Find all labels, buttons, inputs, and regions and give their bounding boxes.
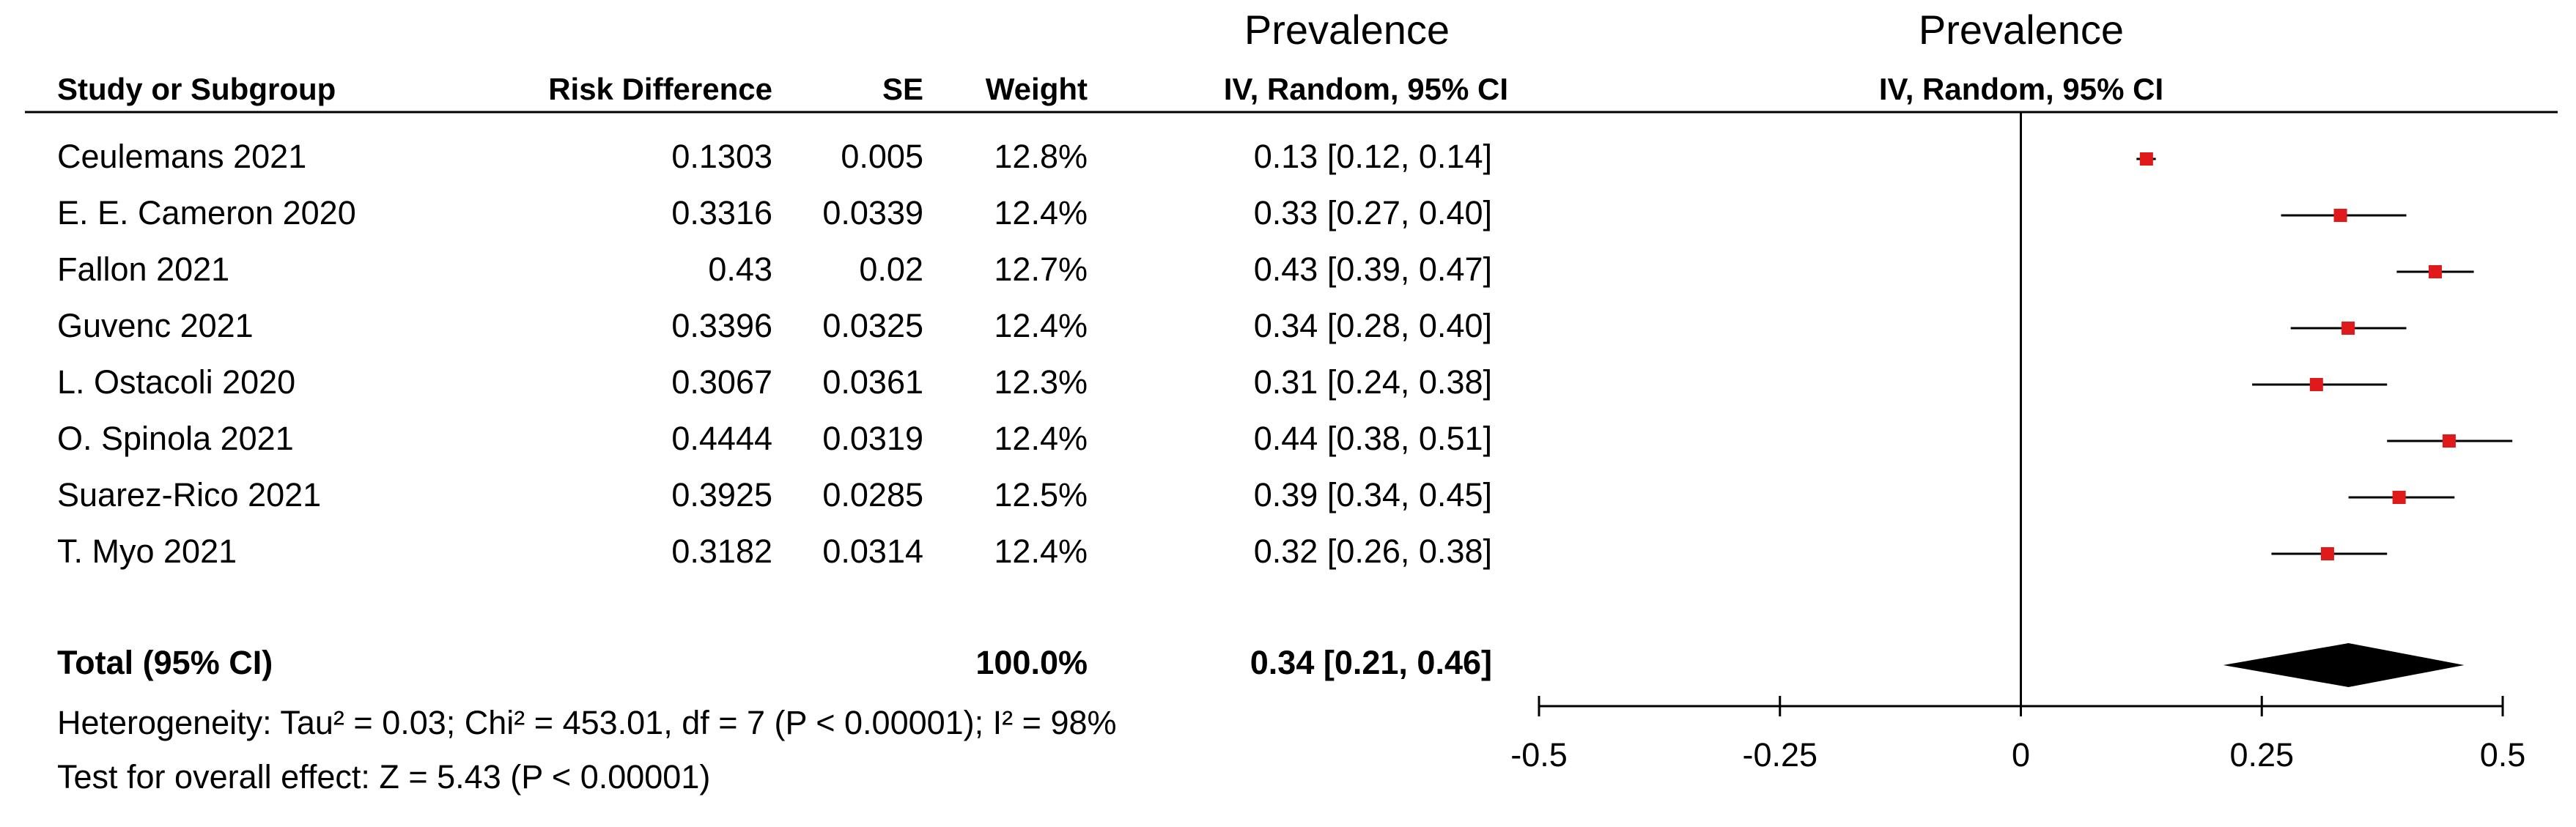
weight: 12.4% (994, 420, 1088, 457)
estimate-marker (2320, 547, 2334, 560)
weight: 12.8% (994, 138, 1088, 175)
se: 0.005 (841, 138, 923, 175)
study-name: Suarez-Rico 2021 (57, 476, 321, 513)
estimate-marker (2442, 434, 2456, 448)
total-ci-label: 0.34 [0.21, 0.46] (1250, 644, 1492, 681)
ci-label: 0.13 [0.12, 0.14] (1254, 138, 1492, 175)
total-weight: 100.0% (975, 644, 1088, 681)
se: 0.0319 (822, 420, 923, 457)
estimate-marker (2309, 378, 2323, 391)
study-name: Guvenc 2021 (57, 307, 254, 344)
se: 0.0314 (822, 533, 923, 570)
weight: 12.4% (994, 533, 1088, 570)
weight: 12.3% (994, 363, 1088, 401)
risk-difference: 0.4444 (671, 420, 772, 457)
plot-subtitle: IV, Random, 95% CI (1879, 72, 2163, 106)
column-header: Risk Difference (548, 72, 772, 106)
risk-difference: 0.3182 (671, 533, 772, 570)
estimate-marker (2139, 152, 2153, 166)
study-name: T. Myo 2021 (57, 533, 237, 570)
heterogeneity: Heterogeneity: Tau² = 0.03; Chi² = 453.0… (57, 704, 1117, 741)
overall-effect: Test for overall effect: Z = 5.43 (P < 0… (57, 758, 710, 796)
risk-difference: 0.43 (708, 251, 772, 288)
estimate-marker (2392, 491, 2406, 504)
study-name: O. Spinola 2021 (57, 420, 294, 457)
study-name: Ceulemans 2021 (57, 138, 306, 175)
study-name: Fallon 2021 (57, 251, 229, 288)
total-diamond (2223, 643, 2465, 687)
plot-title: Prevalence (1919, 7, 2124, 53)
x-tick-label: -0.5 (1510, 736, 1568, 774)
weight: 12.4% (994, 307, 1088, 344)
column-header: Weight (986, 72, 1088, 106)
ci-header: IV, Random, 95% CI (1224, 72, 1508, 106)
ci-label: 0.43 [0.39, 0.47] (1254, 251, 1492, 288)
weight: 12.4% (994, 194, 1088, 231)
x-tick-label: 0.5 (2480, 736, 2526, 774)
study-name: E. E. Cameron 2020 (57, 194, 356, 231)
ci-label: 0.33 [0.27, 0.40] (1254, 194, 1492, 231)
weight: 12.5% (994, 476, 1088, 513)
risk-difference: 0.1303 (671, 138, 772, 175)
se: 0.0285 (822, 476, 923, 513)
estimate-marker (2428, 265, 2442, 278)
x-tick-label: -0.25 (1742, 736, 1817, 774)
risk-difference: 0.3925 (671, 476, 772, 513)
se: 0.0339 (822, 194, 923, 231)
risk-difference: 0.3316 (671, 194, 772, 231)
se: 0.0361 (822, 363, 923, 401)
study-name: L. Ostacoli 2020 (57, 363, 295, 401)
ci-label: 0.44 [0.38, 0.51] (1254, 420, 1492, 457)
ci-label: 0.32 [0.26, 0.38] (1254, 533, 1492, 570)
se: 0.02 (859, 251, 923, 288)
se: 0.0325 (822, 307, 923, 344)
ci-header-title: Prevalence (1244, 7, 1450, 53)
x-tick-label: 0.25 (2229, 736, 2294, 774)
weight: 12.7% (994, 251, 1088, 288)
column-header: SE (882, 72, 923, 106)
risk-difference: 0.3067 (671, 363, 772, 401)
column-header: Study or Subgroup (57, 72, 336, 106)
ci-label: 0.31 [0.24, 0.38] (1254, 363, 1492, 401)
total-name: Total (95% CI) (57, 644, 273, 681)
estimate-marker (2341, 322, 2355, 335)
ci-label: 0.39 [0.34, 0.45] (1254, 476, 1492, 513)
risk-difference: 0.3396 (671, 307, 772, 344)
x-tick-label: 0 (2012, 736, 2030, 774)
ci-label: 0.34 [0.28, 0.40] (1254, 307, 1492, 344)
estimate-marker (2333, 209, 2347, 222)
